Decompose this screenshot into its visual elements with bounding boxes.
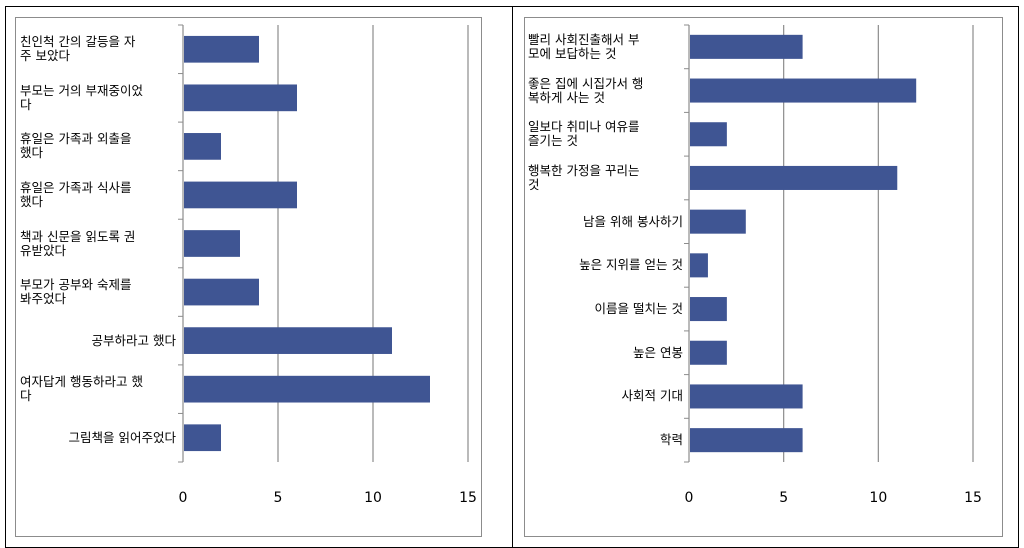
right-bar-3 [690,165,898,190]
right-bar-9 [690,428,803,453]
left-tick-label-0: 0 [178,490,188,506]
right-category-label: 이름을 떨치는 것 [594,301,683,317]
left-bar-5 [184,278,259,306]
left-bar-2 [184,133,221,160]
left-category-label: 부모는 거의 부재중이었 다 [20,82,143,112]
right-category-label: 높은 연봉 [633,344,683,360]
left-category-label: 휴일은 가족과 식사를 했다 [20,179,132,209]
right-category-label: 높은 지위를 얻는 것 [579,257,683,273]
left-category-label: 책과 신문을 읽도록 권 유받았다 [20,228,136,258]
right-bar-0 [690,34,803,59]
left-category-label: 그림책을 읽어주었다 [68,429,176,445]
left-tick-label-15: 15 [459,490,477,506]
left-category-label: 여자답게 행동하라고 했 다 [20,374,143,404]
right-bar-7 [690,340,727,365]
right-category-label: 학력 [659,432,683,448]
right-tick-label-10: 10 [869,490,888,506]
left-bar-0 [184,35,259,63]
left-category-label: 공부하라고 했다 [91,332,176,348]
right-bar-2 [690,122,727,147]
left-bar-1 [184,84,297,112]
right-bar-8 [690,384,803,409]
right-tick-label-0: 0 [684,490,694,506]
left-category-label: 부모가 공부와 숙제를 봐주었다 [20,277,132,307]
left-category-label: 친인척 간의 갈등을 자 주 보았다 [20,34,136,64]
left-bar-3 [184,181,297,209]
right-category-label: 빨리 사회진출해서 부 모에 보답하는 것 [528,31,640,61]
right-tick-label-5: 5 [779,490,789,506]
left-bar-4 [184,230,240,257]
right-category-label: 좋은 집에 시집가서 행 복하게 사는 것 [528,75,644,105]
left-category-label: 휴일은 가족과 외출을 했다 [20,131,132,161]
left-tick-label-5: 5 [273,490,283,506]
right-bar-5 [690,253,708,278]
right-bar-1 [690,78,917,103]
left-bar-8 [184,424,221,452]
right-bar-4 [690,209,746,234]
right-tick-label-15: 15 [964,490,982,506]
right-category-label: 남을 위해 봉사하기 [583,213,683,229]
right-category-label: 사회적 기대 [621,388,683,404]
left-bar-6 [184,327,392,354]
left-bar-7 [184,375,430,403]
right-category-label: 일보다 취미나 여유를 즐기는 것 [528,119,640,149]
right-category-label: 행복한 가정을 꾸리는 것 [528,162,640,192]
right-bar-6 [690,297,727,322]
left-tick-label-10: 10 [364,490,382,506]
